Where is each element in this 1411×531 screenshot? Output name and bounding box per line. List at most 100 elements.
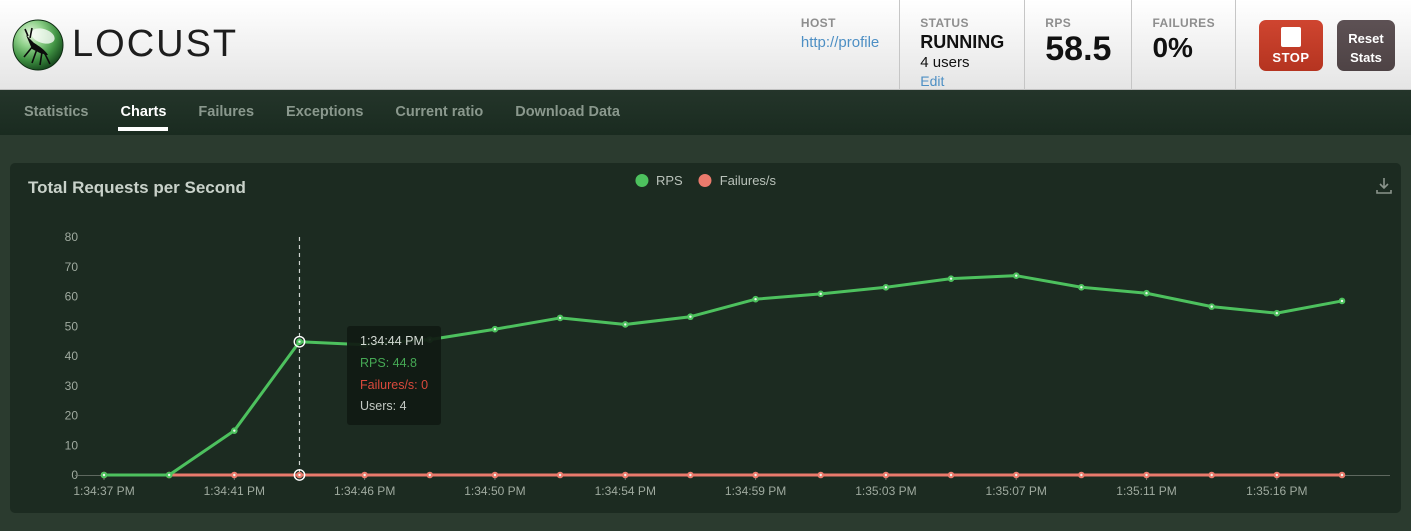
tooltip-failures: Failures/s: 0 <box>360 377 429 392</box>
y-axis-label: 0 <box>71 468 78 482</box>
x-axis-label: 1:35:07 PM <box>986 484 1047 498</box>
x-axis-label: 1:34:59 PM <box>725 484 786 498</box>
host-stat: HOST http://profile <box>781 0 899 90</box>
locust-logo-icon <box>12 19 64 70</box>
tab-charts[interactable]: Charts <box>108 90 178 135</box>
rps-label: RPS <box>1045 16 1072 30</box>
host-link[interactable]: http://profile <box>800 34 880 51</box>
rps-chart: 0 10 20 30 40 50 60 70 80 1:34:37 PM 1:34:41 PM 1:3… <box>65 230 1390 498</box>
chart-point-center <box>1145 473 1148 477</box>
x-axis-label: 1:35:11 PM <box>1116 484 1176 498</box>
chart-legend: RPS Failures/s <box>634 173 777 188</box>
chart-point-center <box>233 473 236 477</box>
tab-current-ratio[interactable]: Current ratio <box>395 104 484 120</box>
chart-point-center <box>102 473 106 477</box>
locust-logo[interactable]: LOCUST <box>12 19 238 71</box>
failures-legend-dot-icon <box>698 174 712 187</box>
stop-button-label: STOP <box>1272 50 1310 65</box>
chart-tooltip: 1:34:44 PM RPS: 44.8 Failures/s: 0 Users… <box>347 326 442 425</box>
legend-item-failures[interactable]: Failures/s <box>698 173 777 188</box>
chart-point-center <box>689 315 692 318</box>
x-axis-label: 1:34:41 PM <box>204 484 265 498</box>
y-axis-label: 30 <box>65 379 79 393</box>
download-chart-icon[interactable] <box>1373 175 1395 197</box>
y-axis-label: 10 <box>65 438 79 452</box>
x-axis-label: 1:34:54 PM <box>595 484 656 498</box>
tooltip-users: Users: 4 <box>360 399 407 414</box>
x-axis-label: 1:35:03 PM <box>855 484 916 498</box>
tab-exceptions[interactable]: Exceptions <box>286 104 364 120</box>
failures-legend-label: Failures/s <box>719 173 777 188</box>
edit-users-link[interactable]: Edit <box>920 73 945 89</box>
chart-point-highlight-ring <box>293 335 306 348</box>
chart-point-center <box>819 292 822 296</box>
chart-point-center <box>754 297 757 301</box>
chart-point-center <box>363 473 366 477</box>
x-axis-label: 1:35:16 PM <box>1246 484 1307 498</box>
status-user-count: 4 users <box>920 54 970 71</box>
failures-label: FAILURES <box>1152 16 1215 30</box>
y-axis-label: 80 <box>65 230 79 244</box>
chart-point-center <box>689 473 692 477</box>
y-axis-label: 40 <box>65 349 79 363</box>
host-label: HOST <box>800 16 836 30</box>
legend-item-rps[interactable]: RPS <box>634 173 683 188</box>
tab-statistics[interactable]: Statistics <box>24 104 89 120</box>
header-stats: HOST http://profile STATUS RUNNING 4 use… <box>781 0 1236 90</box>
chart-point-center <box>1275 311 1279 315</box>
stop-button[interactable]: STOP <box>1259 20 1323 71</box>
x-axis-label: 1:34:37 PM <box>73 484 134 498</box>
chart-point-center <box>754 473 757 477</box>
chart-point-center <box>233 429 236 432</box>
reset-stats-button[interactable]: Reset Stats <box>1337 20 1395 71</box>
rps-line <box>104 274 1343 477</box>
chart-point-center <box>298 340 301 343</box>
chart-point-center <box>949 473 953 477</box>
chart-point-center <box>624 323 627 326</box>
chart-point-center <box>1275 473 1279 477</box>
status-stat: STATUS RUNNING 4 users Edit <box>899 0 1024 90</box>
chart-point-center <box>558 316 562 320</box>
y-axis-label: 50 <box>65 319 79 333</box>
chart-point-center <box>493 328 497 331</box>
chart-point-center <box>624 473 627 477</box>
y-axis-label: 60 <box>65 290 79 304</box>
chart-title: Total Requests per Second <box>28 178 246 197</box>
tooltip-rps: RPS: 44.8 <box>360 355 417 370</box>
tab-download-data[interactable]: Download Data <box>515 104 620 120</box>
x-axis-label: 1:34:50 PM <box>464 484 525 498</box>
chart-point-center <box>1340 299 1344 303</box>
chart-point-center <box>167 473 171 477</box>
rps-legend-label: RPS <box>655 173 683 188</box>
status-label: STATUS <box>920 16 969 30</box>
app-header: LOCUST HOST http://profile STATUS RUNNIN… <box>0 0 1411 90</box>
tab-failures[interactable]: Failures <box>198 104 255 120</box>
chart-point-highlight-ring <box>293 469 306 481</box>
x-axis-label: 1:34:46 PM <box>334 484 395 498</box>
stop-icon <box>1281 27 1301 47</box>
chart-point-center <box>1210 305 1213 308</box>
app-title: LOCUST <box>72 23 239 65</box>
chart-point-center <box>884 286 888 289</box>
rps-stat: RPS 58.5 <box>1024 0 1131 90</box>
tooltip-time: 1:34:44 PM <box>360 334 424 348</box>
chart-point-center <box>819 473 822 477</box>
chart-point-center <box>428 473 431 477</box>
chart-point-center <box>1340 473 1344 477</box>
main-nav: Statistics Charts Failures Exceptions Cu… <box>0 90 1411 135</box>
chart-point-center <box>1080 286 1083 289</box>
main-content: Total Requests per Second RPS Failures/s… <box>0 135 1411 531</box>
chart-point-center <box>1145 292 1148 295</box>
y-axis-label: 20 <box>65 409 79 423</box>
y-axis-label: 70 <box>65 260 79 274</box>
chart-point-center <box>298 473 301 477</box>
rps-value: 58.5 <box>1045 30 1112 68</box>
chart-point-center <box>1210 473 1213 477</box>
header-buttons: STOP Reset Stats <box>1259 20 1395 71</box>
chart-point-center <box>558 473 562 477</box>
status-value: RUNNING <box>920 32 1005 52</box>
chart-point-center <box>493 473 497 477</box>
rps-legend-dot-icon <box>634 174 648 187</box>
failures-value: 0% <box>1152 32 1193 63</box>
chart-point-center <box>1015 473 1018 477</box>
